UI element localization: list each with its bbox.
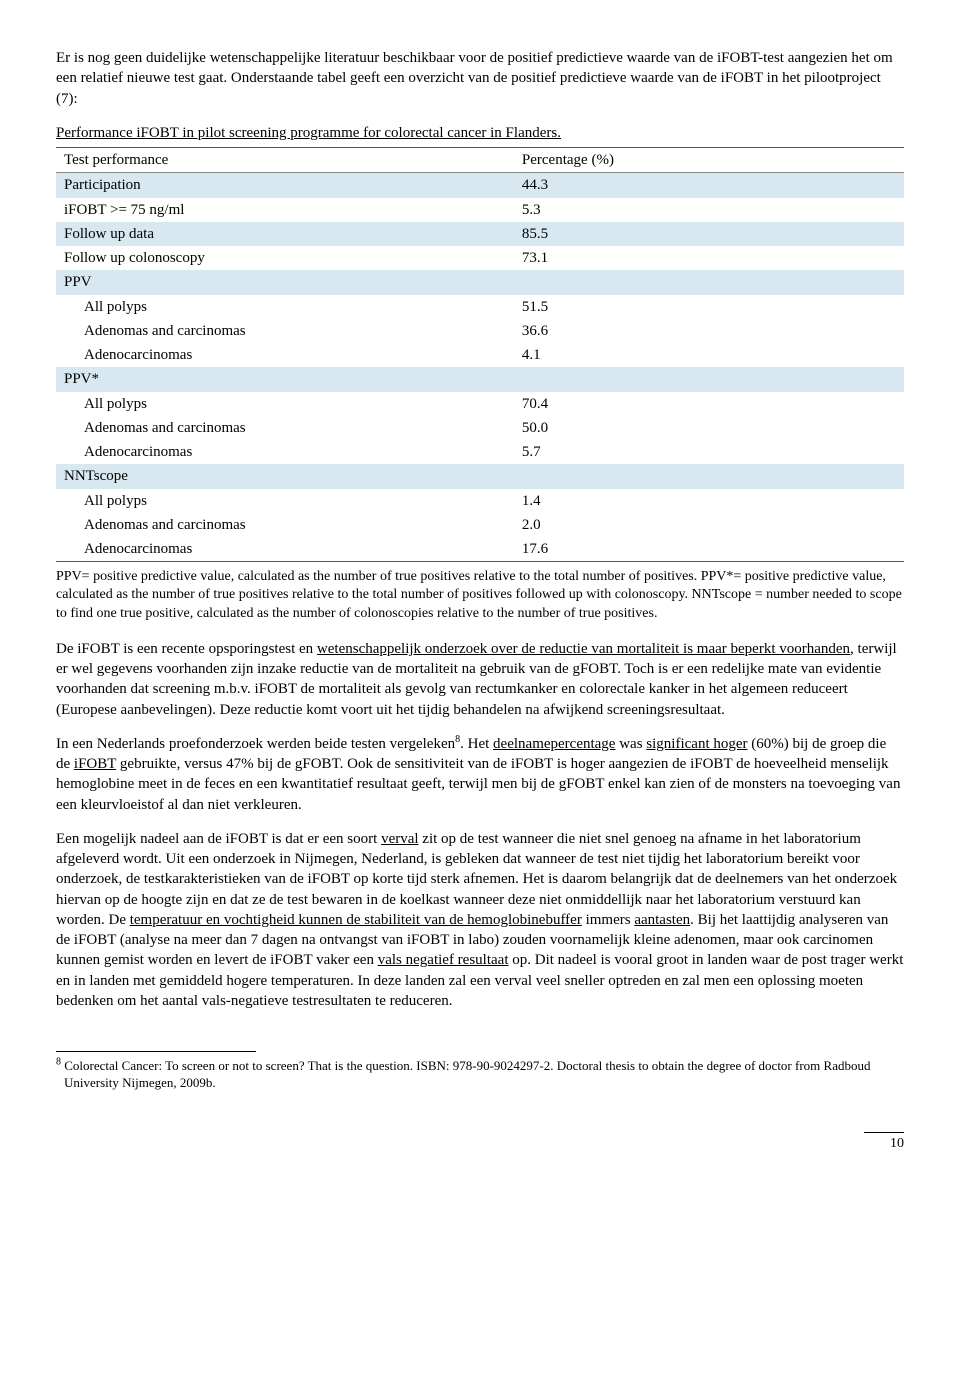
table-cell [514,367,904,391]
table-cell: Adenomas and carcinomas [56,513,514,537]
table-footnote: PPV= positive predictive value, calculat… [56,568,904,623]
table-cell: iFOBT >= 75 ng/ml [56,198,514,222]
table-header-cell: Test performance [56,148,514,173]
table-cell: 1.4 [514,489,904,513]
body-paragraph: Een mogelijk nadeel aan de iFOBT is dat … [56,829,904,1011]
footnote-separator [56,1051,256,1052]
table-cell: All polyps [56,392,514,416]
table-cell: All polyps [56,489,514,513]
table-cell: Follow up data [56,222,514,246]
table-cell: Adenocarcinomas [56,537,514,562]
performance-table: Test performance Percentage (%) Particip… [56,147,904,562]
table-cell: Adenocarcinomas [56,440,514,464]
table-cell: 17.6 [514,537,904,562]
table-caption: Performance iFOBT in pilot screening pro… [56,123,904,143]
table-cell: NNTscope [56,464,514,488]
table-header-cell: Percentage (%) [514,148,904,173]
footnote: 8 Colorectal Cancer: To screen or not to… [56,1058,904,1092]
table-cell: 2.0 [514,513,904,537]
table-cell: Adenomas and carcinomas [56,416,514,440]
table-cell: PPV* [56,367,514,391]
table-cell: 5.7 [514,440,904,464]
table-cell: Follow up colonoscopy [56,246,514,270]
body-paragraph: De iFOBT is een recente opsporingstest e… [56,639,904,720]
table-cell: 5.3 [514,198,904,222]
table-cell [514,270,904,294]
table-cell: 36.6 [514,319,904,343]
table-cell: Adenocarcinomas [56,343,514,367]
table-cell: 44.3 [514,173,904,198]
table-cell: Adenomas and carcinomas [56,319,514,343]
table-cell: 85.5 [514,222,904,246]
body-paragraph: In een Nederlands proefonderzoek werden … [56,734,904,815]
table-cell: 4.1 [514,343,904,367]
table-cell: All polyps [56,295,514,319]
table-cell: 50.0 [514,416,904,440]
table-cell: 70.4 [514,392,904,416]
table-cell: 51.5 [514,295,904,319]
table-cell: PPV [56,270,514,294]
table-cell: Participation [56,173,514,198]
intro-paragraph: Er is nog geen duidelijke wetenschappeli… [56,48,904,109]
page-number: 10 [864,1132,904,1154]
table-cell [514,464,904,488]
table-cell: 73.1 [514,246,904,270]
